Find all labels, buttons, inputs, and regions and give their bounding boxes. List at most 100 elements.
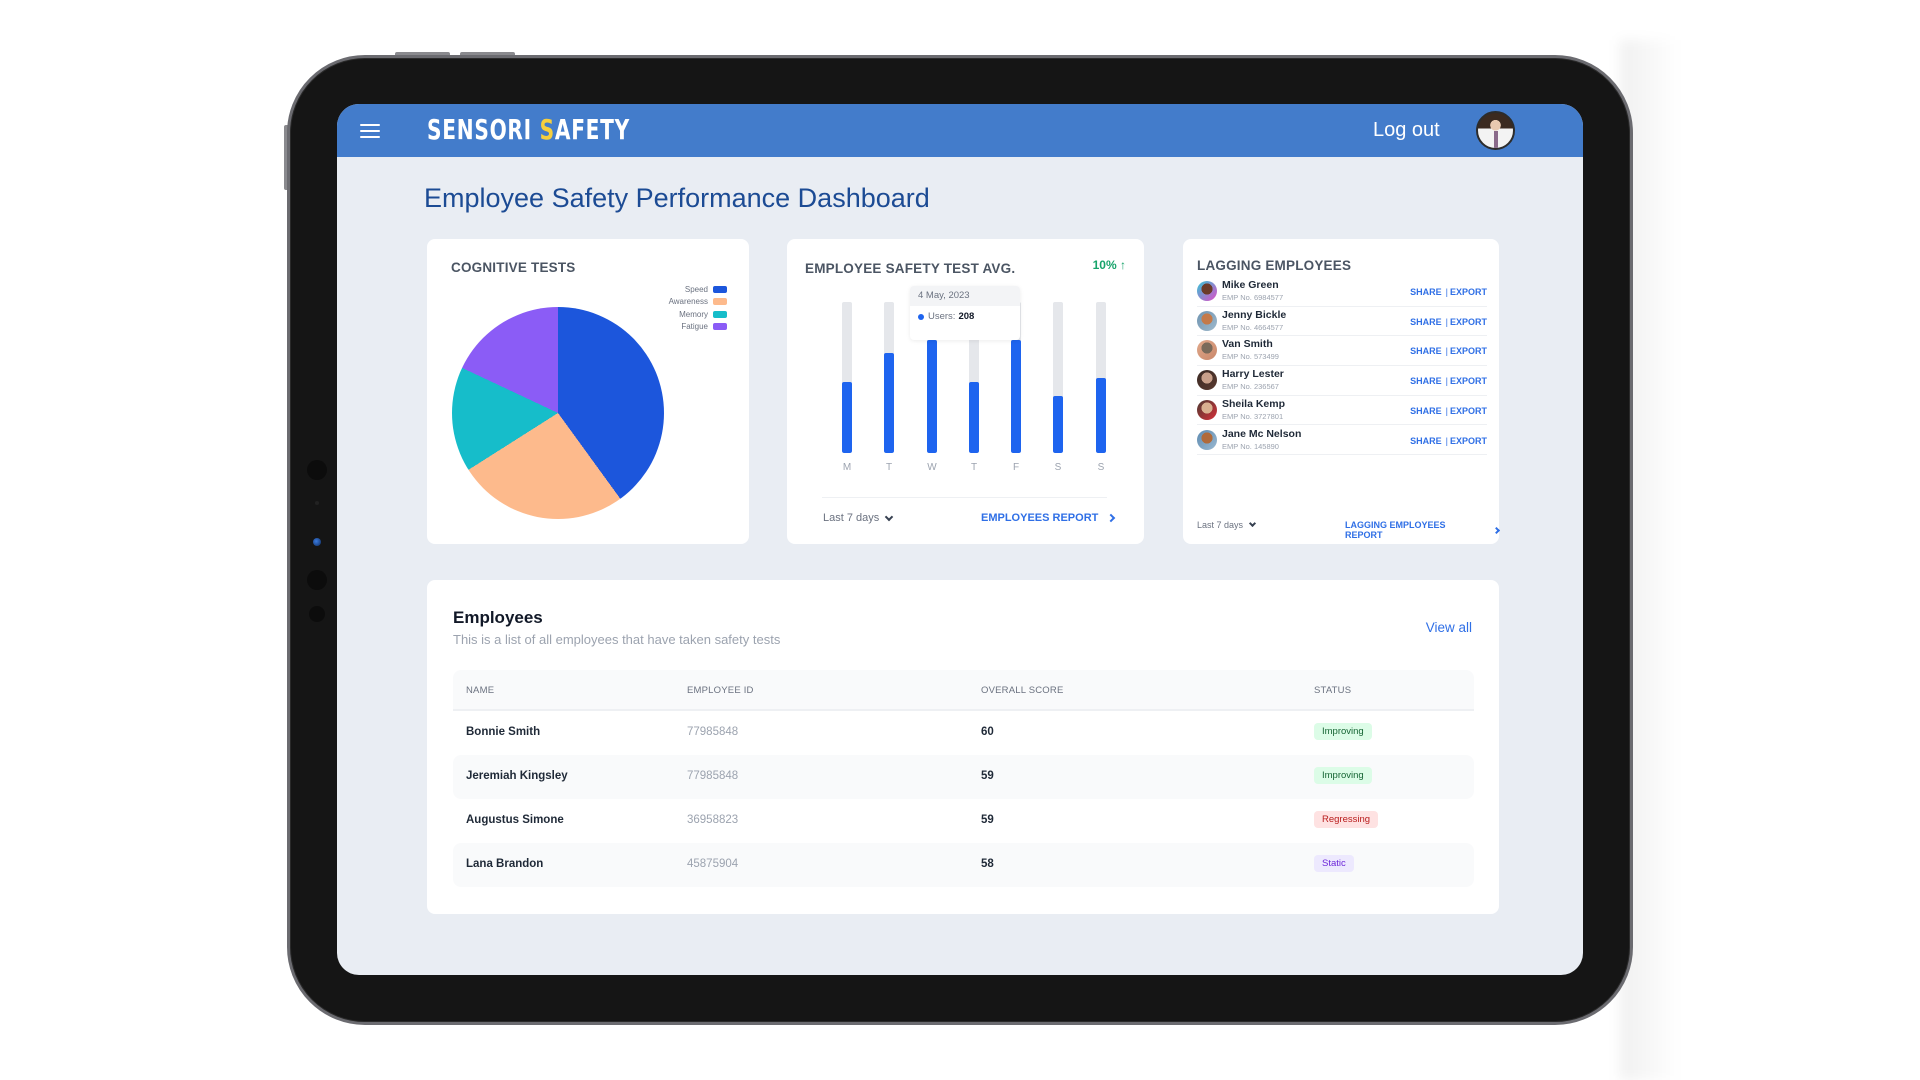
legend-item-memory: Memory	[669, 308, 727, 321]
volume-button	[460, 52, 515, 56]
export-button[interactable]: EXPORT	[1449, 287, 1487, 297]
bar-track[interactable]	[927, 302, 937, 453]
legend-label: Speed	[684, 284, 708, 294]
legend-swatch	[713, 285, 727, 293]
employee-name: Harry Lester	[1222, 368, 1284, 381]
employee-name: Jenny Bickle	[1222, 308, 1287, 321]
table-row[interactable]: Augustus Simone 36958823 59 Regressing	[453, 799, 1474, 843]
app-screen: SENSORI SAFETY Log out Employee Safety P…	[337, 104, 1583, 975]
chevron-down-icon	[1248, 519, 1257, 528]
employee-number: EMP No. 6984577	[1222, 293, 1284, 302]
power-button	[284, 125, 288, 190]
separator: |	[1445, 287, 1448, 297]
legend-item-awareness: Awareness	[669, 296, 727, 309]
share-button[interactable]: SHARE	[1410, 405, 1442, 416]
export-button[interactable]: EXPORT	[1449, 346, 1487, 357]
column-header-status[interactable]: STATUS	[1314, 685, 1352, 696]
legend-swatch	[713, 323, 727, 331]
lagging-employee-row: Sheila Kemp EMP No. 3727801 SHARE | EXPORT	[1197, 396, 1487, 426]
trend-value: 10%	[1092, 258, 1117, 272]
table-row[interactable]: Lana Brandon 45875904 58 Static	[453, 843, 1474, 887]
bar-track[interactable]	[1096, 302, 1106, 453]
employees-card: Employees This is a list of all employee…	[427, 580, 1499, 914]
employee-name: Sheila Kemp	[1222, 397, 1286, 410]
cognitive-pie-chart[interactable]	[452, 307, 664, 519]
tooltip-value: 208	[958, 311, 975, 322]
view-all-link[interactable]: View all	[1425, 620, 1472, 635]
table-row[interactable]: Jeremiah Kingsley 77985848 59 Improving	[453, 755, 1474, 799]
sensor-icon	[307, 570, 327, 590]
lagging-report-link[interactable]: LAGGING EMPLOYEES REPORT	[1345, 520, 1501, 540]
bar-fill	[1096, 377, 1106, 453]
column-header-overall-score[interactable]: OVERALL SCORE	[981, 685, 1064, 696]
column-header-name[interactable]: NAME	[466, 685, 495, 696]
logo-text: SENSORI	[427, 113, 540, 146]
legend-label: Awareness	[668, 297, 708, 307]
employee-avatar	[1197, 370, 1217, 391]
share-button[interactable]: SHARE	[1410, 316, 1442, 327]
volume-button	[395, 52, 450, 56]
row-actions: SHARE | EXPORT	[1410, 346, 1487, 356]
bar-fill	[1053, 395, 1063, 453]
status-badge: Static	[1314, 855, 1354, 872]
trend-indicator: 10% ↑	[1093, 258, 1126, 272]
period-label: Last 7 days	[1197, 520, 1244, 530]
top-header: SENSORI SAFETY Log out	[337, 104, 1583, 157]
divider	[822, 497, 1107, 498]
export-button[interactable]: EXPORT	[1449, 316, 1487, 327]
cell-employee-id: 77985848	[687, 726, 739, 738]
lagging-employee-row: Van Smith EMP No. 573499 SHARE | EXPORT	[1197, 336, 1487, 367]
export-button[interactable]: EXPORT	[1449, 405, 1487, 416]
table-row[interactable]: Bonnie Smith 77985848 60 Improving	[453, 711, 1474, 755]
cell-score: 59	[981, 770, 994, 782]
section-title: Employees	[453, 608, 543, 627]
separator: |	[1445, 346, 1448, 357]
cognitive-tests-card: COGNITIVE TESTS Speed Awareness Memory F…	[427, 239, 749, 544]
logout-button[interactable]: Log out	[1373, 119, 1440, 141]
x-axis-label: S	[1097, 462, 1105, 473]
cell-score: 58	[981, 858, 994, 870]
export-button[interactable]: EXPORT	[1449, 435, 1487, 446]
logo-text: AFETY	[554, 113, 630, 146]
share-button[interactable]: SHARE	[1410, 346, 1442, 357]
separator: |	[1445, 435, 1448, 446]
bar-fill	[1011, 339, 1021, 453]
employee-name: Van Smith	[1222, 338, 1273, 351]
separator: |	[1445, 316, 1448, 327]
arrow-up-icon: ↑	[1120, 258, 1126, 272]
employee-number: EMP No. 145890	[1222, 441, 1279, 451]
employee-number: EMP No. 3727801	[1222, 411, 1284, 421]
chevron-right-icon	[1107, 513, 1116, 523]
bar-track[interactable]	[842, 302, 852, 453]
bar-track[interactable]	[884, 302, 894, 453]
share-button[interactable]: SHARE	[1410, 435, 1442, 446]
export-button[interactable]: EXPORT	[1449, 376, 1487, 387]
cell-employee-id: 36958823	[687, 814, 739, 826]
employee-avatar	[1197, 399, 1217, 420]
x-axis-label: T	[970, 462, 978, 473]
employee-avatar	[1197, 281, 1217, 301]
share-button[interactable]: SHARE	[1410, 376, 1442, 387]
bar-track[interactable]	[1011, 302, 1021, 453]
period-dropdown[interactable]: Last 7 days	[1197, 519, 1257, 530]
employee-avatar	[1197, 340, 1217, 361]
bar-track[interactable]	[1053, 302, 1063, 453]
period-dropdown[interactable]: Last 7 days	[823, 512, 894, 524]
sensor-icon	[315, 501, 319, 505]
bar-track[interactable]	[969, 302, 979, 453]
series-dot-icon	[918, 313, 924, 320]
hamburger-menu-icon[interactable]	[360, 124, 380, 138]
user-avatar[interactable]	[1476, 111, 1515, 150]
card-title: EMPLOYEE SAFETY TEST AVG.	[805, 261, 1016, 276]
chart-tooltip: 4 May, 2023 Users: 208	[910, 286, 1020, 340]
status-badge: Improving	[1314, 723, 1372, 740]
employees-report-link[interactable]: EMPLOYEES REPORT	[981, 512, 1116, 524]
x-axis-label: F	[1012, 462, 1020, 473]
chevron-right-icon	[1492, 526, 1501, 534]
share-button[interactable]: SHARE	[1410, 287, 1442, 297]
cell-name: Jeremiah Kingsley	[466, 770, 568, 782]
sensor-icon	[309, 606, 325, 622]
column-header-employee-id[interactable]: EMPLOYEE ID	[687, 685, 754, 696]
brand-logo: SENSORI SAFETY	[427, 113, 630, 146]
tooltip-date: 4 May, 2023	[910, 286, 1020, 306]
